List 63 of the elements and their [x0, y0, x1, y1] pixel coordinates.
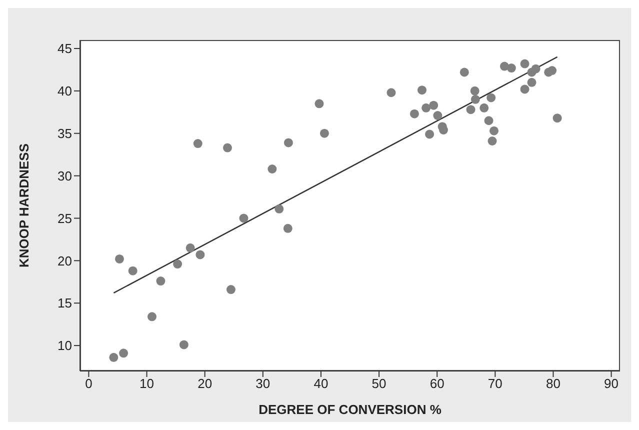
y-tick-label: 30 [58, 168, 72, 184]
x-tick-label: 60 [430, 376, 444, 392]
point [284, 138, 293, 148]
y-tick-label: 25 [58, 210, 72, 226]
point [531, 64, 540, 74]
point [506, 64, 516, 73]
point [156, 276, 166, 286]
point [196, 250, 205, 260]
x-tick-label: 90 [604, 376, 619, 392]
x-tick-label: 20 [198, 376, 212, 392]
point [470, 94, 480, 104]
point [128, 266, 138, 276]
point [320, 128, 329, 138]
point [283, 224, 292, 233]
point [186, 243, 195, 252]
point [548, 66, 557, 76]
point [148, 312, 156, 322]
point [470, 86, 480, 96]
point [466, 105, 476, 114]
x-tick-label: 40 [314, 376, 328, 392]
point [119, 348, 128, 358]
point [179, 340, 188, 350]
y-tick-label: 45 [58, 41, 72, 56]
point [490, 126, 498, 136]
point [552, 114, 562, 123]
x-tick-label: 50 [372, 376, 386, 392]
point [109, 352, 118, 362]
point [114, 254, 124, 264]
point [173, 260, 182, 269]
x-axis-title: DEGREE OF CONVERSION % [258, 402, 442, 417]
point [484, 116, 494, 126]
point [433, 111, 442, 120]
point [193, 139, 202, 148]
point [386, 88, 396, 98]
x-tick-label: 30 [256, 376, 270, 392]
point [410, 109, 419, 118]
y-tick-label: 20 [58, 253, 72, 268]
point [425, 130, 434, 139]
point [429, 100, 438, 110]
point [486, 93, 496, 102]
point [222, 143, 232, 152]
point [274, 204, 284, 214]
point [422, 103, 431, 112]
point [480, 103, 489, 112]
point [527, 78, 536, 87]
point [488, 136, 497, 146]
point [239, 214, 248, 223]
point [520, 84, 530, 94]
point [314, 99, 324, 108]
point [520, 59, 530, 68]
point [418, 86, 426, 95]
x-tick-label: 10 [140, 376, 154, 392]
y-tick-label: 10 [58, 338, 72, 354]
point [226, 285, 236, 294]
point [460, 68, 469, 77]
y-tick-label: 15 [58, 296, 72, 311]
y-axis-title: KNOOP HARDNESS [16, 143, 32, 268]
x-tick-label: 0 [85, 376, 92, 392]
x-tick-label: 70 [488, 376, 502, 392]
point [268, 164, 277, 174]
y-tick-label: 35 [58, 126, 72, 141]
y-tick-label: 40 [58, 84, 72, 99]
x-tick-label: 80 [546, 376, 560, 392]
